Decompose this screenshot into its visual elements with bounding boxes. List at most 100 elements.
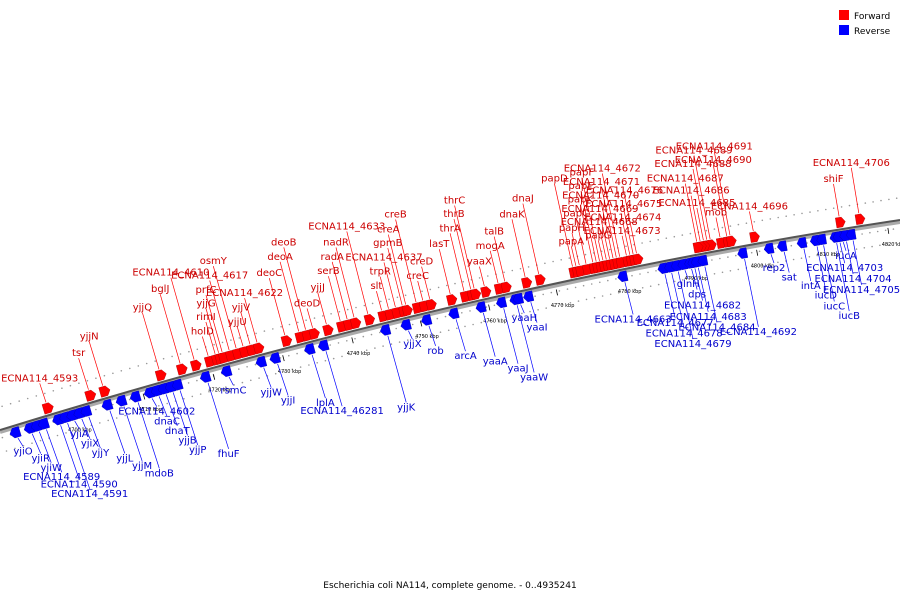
grid-dot (1, 405, 3, 408)
reverse-gene-label: yjiX (81, 439, 99, 450)
grid-dot (329, 344, 332, 346)
forward-gene-label: yjjU (228, 317, 247, 328)
grid-dot (801, 212, 803, 215)
forward-gene-label: ECNA114_4696 (711, 201, 788, 212)
label-leader (684, 183, 698, 242)
reverse-gene-label: rob (427, 346, 443, 357)
grid-dot (647, 271, 649, 274)
grid-dot (774, 247, 777, 250)
label-leader (277, 363, 289, 396)
grid-dot (26, 397, 29, 400)
reverse-gene-label: ECNA114_4591 (51, 489, 128, 500)
grid-dot (82, 427, 84, 429)
label-leader (109, 410, 126, 454)
grid-dot (681, 234, 684, 236)
label-leader (158, 396, 168, 417)
axis-tick (212, 373, 216, 380)
grid-dot (657, 239, 659, 241)
label-leader (783, 251, 790, 273)
grid-dot (254, 363, 257, 366)
label-leader (671, 272, 685, 329)
grid-dot (590, 283, 593, 285)
forward-gene-label: papF (570, 168, 595, 179)
grid-dot (18, 400, 21, 402)
grid-dot (61, 387, 63, 390)
forward-gene-label: nadR (323, 238, 349, 249)
grid-dot (199, 393, 202, 395)
grid-dot (713, 273, 716, 275)
reverse-gene (697, 254, 709, 267)
label-leader (417, 280, 424, 301)
label-leader (823, 245, 835, 302)
grid-dot (568, 257, 571, 259)
axis-tick (282, 355, 285, 362)
grid-dot (421, 290, 423, 293)
grid-dot (52, 390, 55, 392)
grid-dot (371, 302, 374, 305)
forward-gene-label: ECNA114_4673 (584, 226, 661, 237)
forward-gene-label: thrC (444, 196, 465, 207)
reverse-gene-label: mdoB (145, 468, 174, 479)
grid-dot (171, 355, 173, 358)
label-leader (575, 218, 587, 264)
grid-dot (729, 225, 732, 227)
grid-dot (521, 312, 523, 315)
grid-dot (649, 240, 651, 243)
grid-dot (777, 216, 779, 219)
forward-gene-label: ECNA114_4622 (206, 288, 283, 299)
grid-dot (272, 328, 274, 330)
reverse-gene (832, 230, 844, 243)
grid-dot (892, 228, 895, 230)
grid-dot (191, 395, 194, 398)
grid-dot (832, 252, 834, 254)
label-leader (421, 266, 431, 299)
reverse-gene-label: ECNA114_4684 (678, 322, 755, 333)
forward-gene-label: deoC (256, 268, 282, 279)
forward-gene-label: ECNA114_4672 (564, 164, 641, 175)
label-leader (453, 219, 472, 290)
label-leader (151, 398, 158, 407)
label-leader (205, 321, 216, 354)
grid-dot (221, 341, 224, 344)
label-leader (201, 336, 209, 356)
reverse-gene-label: ECNA114_4704 (815, 274, 892, 285)
grid-dot (615, 278, 617, 280)
label-leader (31, 433, 42, 454)
grid-dot (238, 368, 240, 370)
gene-labels: ECNA114_4593 tsr yjjN yjjQ bglJ ECNA114_4610h… (1, 142, 900, 500)
forward-gene-label: yjjN (80, 332, 99, 343)
grid-dot (354, 337, 356, 340)
grid-dot (86, 379, 89, 382)
grid-dot (461, 312, 463, 314)
reverse-gene-label: yjjK (397, 402, 415, 413)
label-leader (601, 186, 617, 258)
grid-dot (542, 293, 544, 296)
forward-gene-label: creB (384, 210, 407, 221)
reverse-gene (171, 378, 184, 391)
grid-dot (745, 222, 748, 224)
grid-dot (673, 235, 676, 238)
forward-gene (98, 385, 111, 398)
grid-dot (472, 323, 474, 326)
reverse-gene-label: sat (782, 273, 797, 284)
grid-dot (719, 257, 721, 260)
grid-dot (599, 281, 601, 284)
grid-dot (863, 247, 866, 249)
grid-dot (462, 280, 465, 283)
label-leaders (17, 151, 862, 489)
grid-dot (395, 327, 398, 330)
forward-gene (154, 369, 167, 382)
label-leader (408, 330, 413, 340)
label-leader (283, 247, 306, 330)
forward-gene-label: creC (406, 271, 429, 282)
grid-dot (641, 287, 644, 289)
forward-gene-label: ECNA114_4686 (653, 186, 730, 197)
label-leader (78, 358, 89, 390)
label-leader (325, 351, 343, 407)
grid-dot (39, 439, 42, 442)
grid-dot (735, 254, 737, 257)
label-leader (852, 240, 862, 285)
axis-tick-label: 4720 kbp (208, 388, 232, 394)
label-leader (205, 294, 223, 352)
